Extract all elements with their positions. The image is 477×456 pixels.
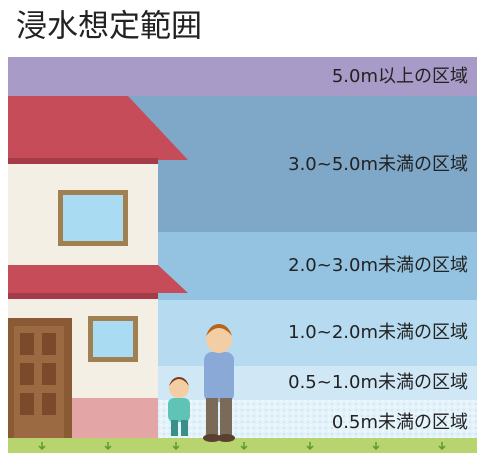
zone-label: 5.0m以上の区域 <box>332 66 468 87</box>
zone-label: 0.5~1.0m未満の区域 <box>288 372 468 393</box>
zone-label: 2.0~3.0m未満の区域 <box>288 255 468 276</box>
zone-label: 1.0~2.0m未満の区域 <box>288 322 468 343</box>
title: 浸水想定範囲 <box>16 9 202 45</box>
zone-label: 0.5m未満の区域 <box>332 412 468 433</box>
zone-label: 3.0~5.0m未満の区域 <box>288 154 468 175</box>
ground <box>8 438 477 453</box>
flood-diagram: 浸水想定範囲 <box>0 0 477 456</box>
page: 浸水想定範囲 <box>0 0 477 456</box>
